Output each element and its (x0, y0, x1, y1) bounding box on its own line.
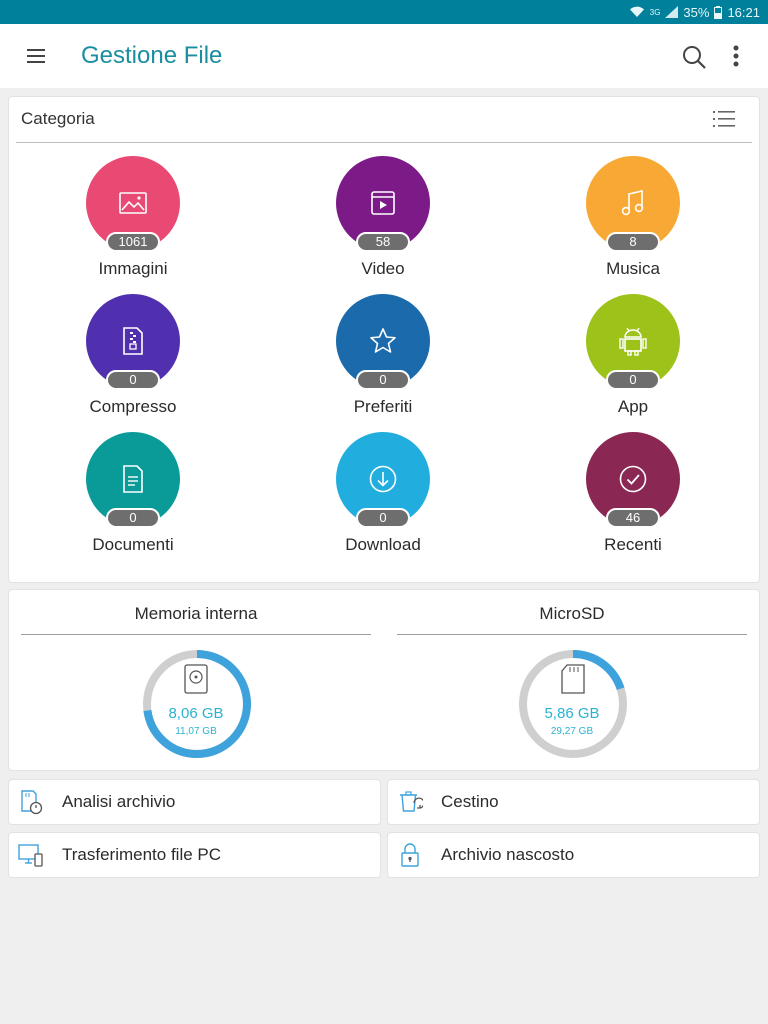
category-divider (16, 142, 752, 143)
status-bar: 3G 35% 16:21 (0, 0, 768, 24)
count-badge: 46 (606, 508, 660, 528)
category-app[interactable]: 0 App (548, 294, 718, 422)
sd-card-icon (561, 664, 585, 694)
category-label: Video (361, 259, 405, 278)
category-preferiti[interactable]: 0 Preferiti (298, 294, 468, 422)
star-icon (370, 328, 396, 353)
count-badge: 0 (356, 370, 410, 390)
recycle-bin-icon (400, 791, 423, 812)
category-immagini[interactable]: 1061 Immagini (48, 156, 218, 284)
category-recenti[interactable]: 46 Recenti (548, 432, 718, 560)
category-video[interactable]: 58 Video (298, 156, 468, 284)
lock-icon (401, 843, 419, 867)
category-card: Categoria 1061 Immagini 58 Video (9, 97, 759, 582)
storage-used: 5,86 GB (544, 705, 600, 722)
video-icon (371, 191, 395, 215)
storage-used: 8,06 GB (168, 705, 224, 722)
count-badge: 0 (606, 370, 660, 390)
tool-label: Trasferimento file PC (62, 845, 222, 864)
download-icon (369, 465, 397, 493)
menu-icon[interactable] (18, 44, 54, 68)
storage-donut-chart (519, 650, 627, 758)
storage-used-arc (519, 650, 627, 758)
category-label: Compresso (89, 397, 177, 416)
list-view-icon[interactable] (713, 109, 735, 129)
wifi-icon (629, 6, 644, 18)
search-icon[interactable] (680, 43, 708, 71)
image-icon (119, 192, 147, 214)
pc-transfer-button[interactable]: Trasferimento file PC (9, 833, 380, 877)
count-badge: 0 (356, 508, 410, 528)
category-label: Documenti (92, 535, 174, 554)
app-bar: Gestione File (0, 24, 768, 88)
battery-percent: 35% (683, 4, 710, 20)
signal-icon (665, 6, 679, 18)
battery-icon (714, 5, 723, 19)
storage-card: Memoria interna 8,06 GB 11,07 GB MicroSD (9, 590, 759, 770)
storage-divider (21, 634, 371, 635)
hard-drive-icon (184, 664, 208, 694)
category-label: Immagini (98, 259, 168, 278)
storage-analysis-icon (21, 790, 43, 815)
recent-check-icon (619, 465, 647, 493)
app-title: Gestione File (81, 42, 223, 69)
count-badge: 0 (106, 370, 160, 390)
storage-used-arc (143, 650, 251, 758)
storage-internal[interactable]: Memoria interna 8,06 GB 11,07 GB (21, 590, 371, 770)
storage-total: 29,27 GB (550, 726, 594, 737)
storage-divider (397, 634, 747, 635)
count-badge: 58 (356, 232, 410, 252)
more-vert-icon[interactable] (726, 42, 746, 70)
category-header: Categoria (21, 109, 95, 128)
storage-analysis-button[interactable]: Analisi archivio (9, 780, 380, 824)
category-label: App (617, 397, 649, 416)
archive-icon (123, 327, 143, 355)
tool-label: Archivio nascosto (441, 845, 575, 864)
recycle-bin-button[interactable]: Cestino (388, 780, 759, 824)
storage-title: MicroSD (539, 604, 605, 623)
count-badge: 1061 (106, 232, 160, 252)
music-icon (621, 189, 644, 216)
category-label: Musica (606, 259, 660, 278)
category-compresso[interactable]: 0 Compresso (48, 294, 218, 422)
category-circle (336, 156, 430, 250)
category-label: Recenti (604, 535, 662, 554)
storage-microsd[interactable]: MicroSD 5,86 GB 29,27 GB (397, 590, 747, 770)
network-type: 3G (649, 7, 661, 17)
hidden-archive-button[interactable]: Archivio nascosto (388, 833, 759, 877)
category-label: Preferiti (353, 397, 413, 416)
count-badge: 0 (106, 508, 160, 528)
category-musica[interactable]: 8 Musica (548, 156, 718, 284)
storage-title: Memoria interna (134, 604, 258, 623)
category-circle (586, 294, 680, 388)
clock: 16:21 (727, 4, 760, 20)
category-documenti[interactable]: 0 Documenti (48, 432, 218, 560)
tool-label: Cestino (441, 792, 499, 811)
category-label: Download (345, 535, 421, 554)
tool-label: Analisi archivio (62, 792, 176, 811)
android-icon (619, 327, 647, 356)
category-download[interactable]: 0 Download (298, 432, 468, 560)
pc-transfer-icon (18, 844, 43, 867)
count-badge: 8 (606, 232, 660, 252)
storage-donut-chart (143, 650, 251, 758)
document-icon (123, 465, 143, 493)
storage-total: 11,07 GB (175, 726, 217, 737)
